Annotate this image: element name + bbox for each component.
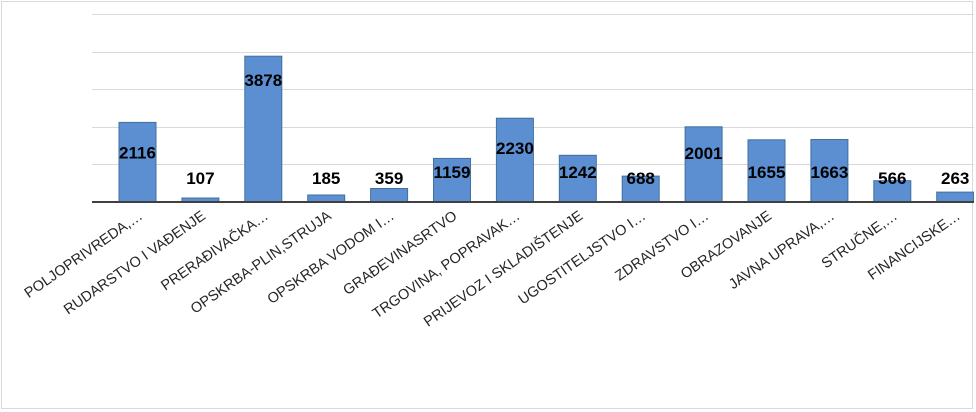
bar-9 [621, 175, 660, 203]
bar-8 [558, 154, 597, 203]
data-labels: 2116 107 3878 185 359 1159 2230 1242 688 2001 1655… [119, 71, 969, 188]
x-tick-label-12: JAVNA UPRAVA,… [726, 208, 837, 293]
data-label-8: 1242 [559, 163, 597, 182]
x-tick-label-3: PRERAĐIVAČKA… [158, 207, 272, 294]
bar-5 [370, 188, 409, 203]
data-label-13: 566 [878, 169, 906, 188]
data-label-5: 359 [375, 169, 403, 188]
data-label-12: 1663 [810, 163, 848, 182]
data-label-1: 2116 [119, 143, 156, 162]
data-label-14: 263 [941, 169, 969, 188]
x-tick-label-1: POLJOPRIVREDA,… [22, 208, 146, 302]
bar-3 [244, 55, 283, 203]
x-tick-labels: POLJOPRIVREDA,…RUDARSTVO I VAĐENJEPRERAĐ… [22, 207, 964, 330]
bar-1 [118, 121, 157, 203]
bar-10 [684, 126, 723, 203]
x-tick-label-6: GRAĐEVINASRTVO [340, 208, 460, 299]
bar-7 [495, 117, 534, 203]
data-label-2: 107 [186, 169, 214, 188]
data-label-4: 185 [312, 169, 340, 188]
data-label-10: 2001 [685, 144, 723, 163]
bar-12 [810, 139, 849, 203]
data-label-7: 2230 [496, 139, 534, 158]
data-label-6: 1159 [434, 163, 471, 182]
data-label-9: 688 [627, 169, 655, 188]
bar-14 [936, 191, 974, 203]
bars [118, 55, 974, 203]
data-label-11: 1655 [748, 163, 786, 182]
data-label-3: 3878 [244, 71, 282, 90]
bar-4 [307, 194, 346, 203]
